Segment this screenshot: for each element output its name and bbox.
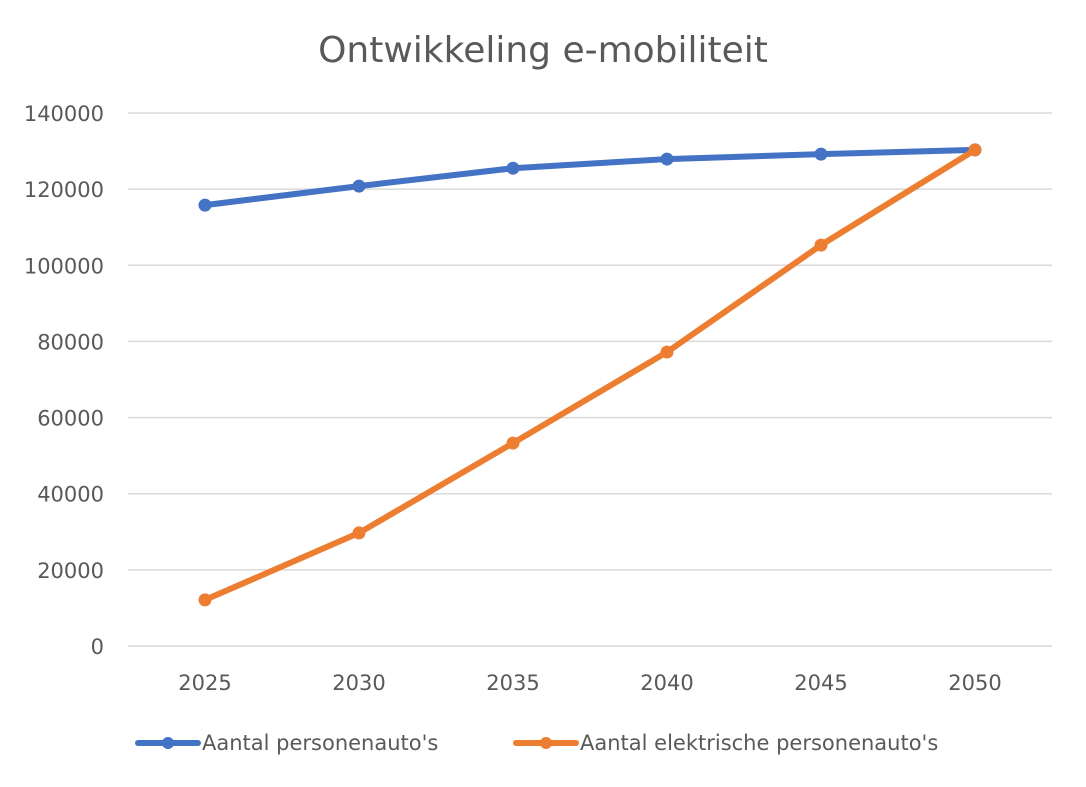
x-axis-tick-labels: 2025 2030 2035 2040 2045 2050 (178, 671, 1001, 695)
data-point[interactable] (660, 152, 674, 166)
y-tick-label: 100000 (24, 254, 104, 278)
y-tick-label: 60000 (37, 407, 104, 431)
y-tick-label: 80000 (37, 330, 104, 354)
data-point[interactable] (506, 161, 520, 175)
x-tick-label: 2040 (640, 671, 693, 695)
legend-swatch-marker (540, 737, 552, 749)
y-tick-label: 140000 (24, 102, 104, 126)
data-point[interactable] (198, 198, 212, 212)
series-group (198, 143, 982, 607)
series-line (202, 146, 978, 209)
legend-label: Aantal personenauto's (202, 731, 438, 755)
y-tick-label: 20000 (37, 559, 104, 583)
x-tick-label: 2030 (332, 671, 385, 695)
data-point[interactable] (814, 147, 828, 161)
series-0 (198, 143, 982, 212)
legend: Aantal personenauto's Aantal elektrische… (135, 731, 938, 755)
data-point[interactable] (198, 593, 212, 607)
data-point[interactable] (660, 345, 674, 359)
y-tick-label: 0 (91, 635, 104, 659)
y-tick-label: 120000 (24, 178, 104, 202)
y-tick-label: 40000 (37, 483, 104, 507)
legend-swatch-marker (162, 737, 174, 749)
data-point[interactable] (968, 143, 982, 157)
data-point[interactable] (506, 436, 520, 450)
legend-item-personenautos[interactable]: Aantal personenauto's (135, 731, 438, 755)
data-point[interactable] (814, 238, 828, 252)
gridlines (128, 112, 1052, 647)
x-tick-label: 2045 (794, 671, 847, 695)
legend-item-elektrische-personenautos[interactable]: Aantal elektrische personenauto's (513, 731, 938, 755)
series-line (202, 146, 978, 603)
x-tick-label: 2050 (948, 671, 1001, 695)
series-1 (198, 143, 982, 607)
x-tick-label: 2035 (486, 671, 539, 695)
data-point[interactable] (352, 526, 366, 540)
x-tick-label: 2025 (178, 671, 231, 695)
y-axis-tick-labels: 0 20000 40000 60000 80000 100000 120000 140000 (24, 102, 104, 659)
legend-label: Aantal elektrische personenauto's (580, 731, 938, 755)
chart-title: Ontwikkeling e-mobiliteit (318, 30, 768, 71)
data-point[interactable] (352, 179, 366, 193)
